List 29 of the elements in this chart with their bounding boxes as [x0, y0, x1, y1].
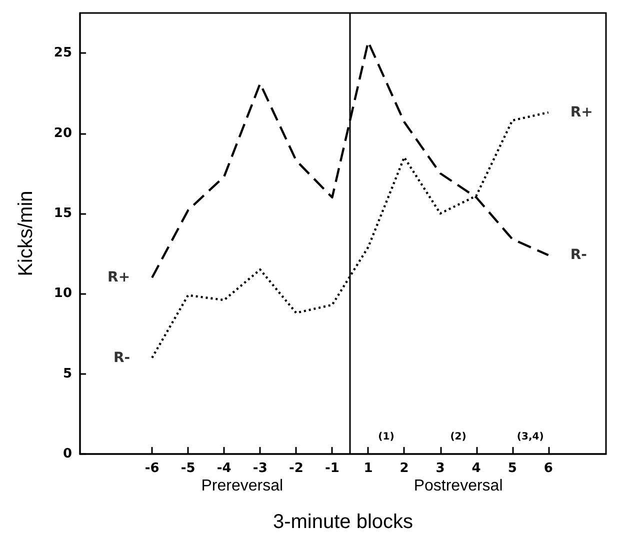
x-tick-label: 4: [472, 461, 481, 476]
x-tick-label: -1: [324, 461, 340, 476]
annotation: R-: [570, 247, 588, 264]
y-tick-label: 5: [62, 366, 72, 382]
x-tick-label: 3: [436, 461, 445, 476]
y-axis-title: Kicks/min: [15, 190, 37, 276]
annotation: R-: [113, 350, 130, 366]
y-tick-label: 25: [54, 46, 72, 61]
y-tick-label: 10: [54, 286, 72, 302]
annotation: (1): [378, 432, 394, 442]
x-tick-label: -4: [216, 461, 232, 476]
x-tick-label: 2: [400, 461, 409, 476]
y-tick-label: 15: [54, 206, 72, 221]
x-tick-label: -6: [144, 461, 160, 476]
x-tick-label: -5: [180, 461, 196, 476]
x-tick-label: 1: [364, 461, 373, 476]
y-tick-label: 0: [62, 446, 72, 462]
x-tick-label: -3: [252, 461, 268, 476]
annotation: R+: [570, 104, 593, 120]
annotation: R+: [108, 270, 130, 286]
x-axis-title: 3-minute blocks: [272, 511, 414, 533]
text: Prereversal: [201, 478, 284, 494]
text: Postreversal: [414, 478, 503, 494]
annotation: (2): [450, 432, 466, 442]
x-tick-label: -2: [288, 461, 304, 476]
x-tick-label: 6: [544, 461, 553, 476]
y-tick-label: 20: [54, 126, 72, 141]
x-tick-label: 5: [508, 461, 517, 476]
annotation: (3,4): [516, 432, 544, 442]
